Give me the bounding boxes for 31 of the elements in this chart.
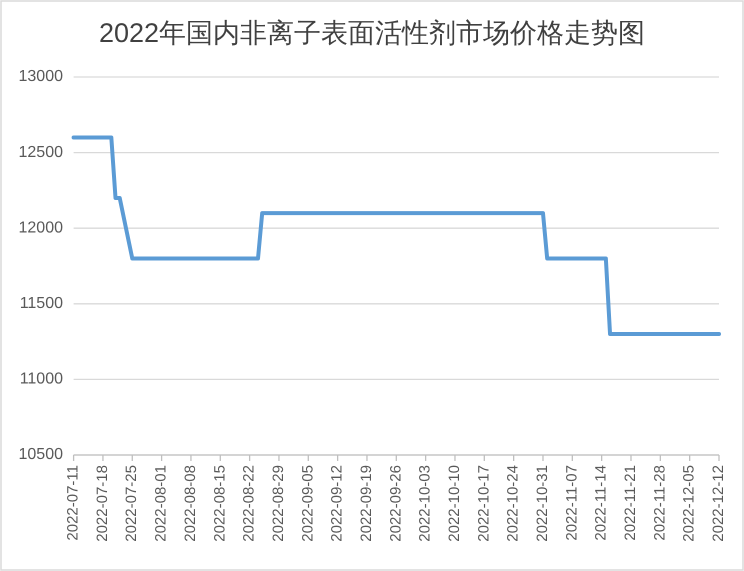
y-tick-label: 13000 [18,68,64,86]
x-tick-label: 2022-10-31 [534,465,551,542]
x-tick-label: 2022-07-25 [123,465,140,542]
x-tick-label: 2022-11-14 [592,465,610,541]
x-tick-label: 2022-07-11 [64,465,82,541]
y-tick-label: 12000 [18,219,64,236]
x-tick-label: 2022-08-29 [270,465,287,542]
y-tick-label: 11500 [20,295,64,312]
y-tick-label: 12500 [18,144,64,161]
x-tick-label: 2022-10-24 [504,465,522,542]
x-tick-label: 2022-11-28 [651,465,668,541]
line-series [72,135,721,336]
x-tick-label: 2022-07-18 [94,465,111,542]
x-tick-label: 2022-12-05 [680,465,698,542]
x-tick-label: 2022-08-15 [211,465,228,542]
x-tick-label: 2022-08-01 [152,465,170,542]
x-tick-label: 2022-08-08 [182,465,199,542]
x-tick-label: 2022-09-05 [299,465,316,542]
x-tick-label: 2022-09-19 [358,465,375,542]
x-tick-label: 2022-09-26 [387,465,404,542]
x-tick-label: 2022-08-22 [240,465,258,542]
x-tick-label: 2022-12-12 [710,465,727,542]
x-tick-label: 2022-11-21 [622,465,639,541]
x-tick-label: 2022-10-03 [416,465,434,542]
chart-title: 2022年国内非离子表面活性剂市场价格走势图 [98,18,646,48]
x-tick-label: 2022-10-17 [475,465,492,542]
y-tick-label: 10500 [18,446,64,464]
y-tick-label: 11000 [20,370,64,388]
x-tick-label: 2022-09-12 [328,465,346,542]
x-tick-label: 2022-10-10 [446,465,463,542]
x-tick-label: 2022-11-07 [563,465,580,541]
